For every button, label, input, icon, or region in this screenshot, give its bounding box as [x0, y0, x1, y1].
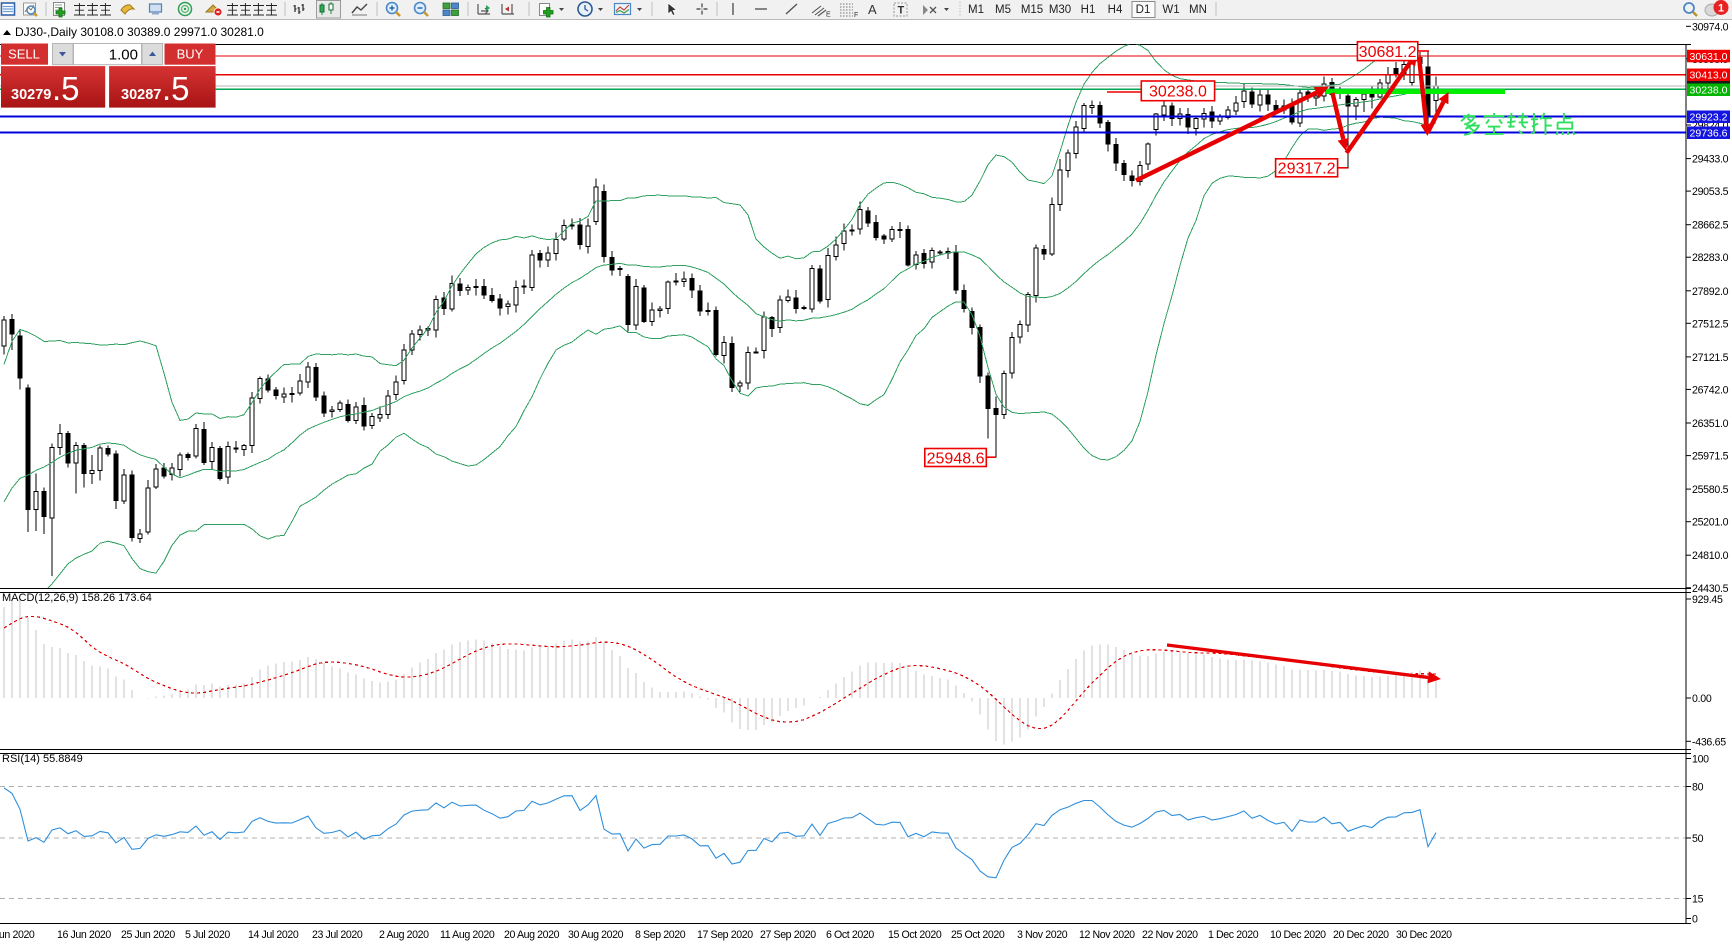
svg-text:29053.5: 29053.5 — [1692, 186, 1729, 198]
svg-text:15 Oct 2020: 15 Oct 2020 — [888, 929, 942, 941]
svg-text:0: 0 — [1692, 914, 1698, 926]
svg-text:29736.6: 29736.6 — [1690, 128, 1728, 140]
svg-text:8 Sep 2020: 8 Sep 2020 — [635, 929, 686, 941]
svg-text:W1: W1 — [1162, 4, 1179, 16]
svg-text:27512.5: 27512.5 — [1692, 318, 1729, 330]
svg-text:30279: 30279 — [11, 87, 51, 103]
svg-text:15: 15 — [1692, 894, 1704, 906]
svg-text:1 Dec 2020: 1 Dec 2020 — [1208, 929, 1259, 941]
svg-text:28283.0: 28283.0 — [1692, 252, 1729, 264]
svg-text:23 Jul 2020: 23 Jul 2020 — [312, 929, 363, 941]
svg-text:MACD(12,26,9) 158.26 173.64: MACD(12,26,9) 158.26 173.64 — [2, 592, 152, 604]
svg-text:RSI(14) 55.8849: RSI(14) 55.8849 — [2, 753, 83, 765]
svg-text:H4: H4 — [1108, 4, 1123, 16]
svg-text:0.00: 0.00 — [1692, 693, 1712, 705]
svg-text:24810.0: 24810.0 — [1692, 550, 1729, 562]
svg-text:20 Dec 2020: 20 Dec 2020 — [1333, 929, 1389, 941]
svg-text:80: 80 — [1692, 782, 1704, 794]
svg-text:25 Oct 2020: 25 Oct 2020 — [951, 929, 1005, 941]
svg-text:27892.0: 27892.0 — [1692, 286, 1729, 298]
svg-text:22 Nov 2020: 22 Nov 2020 — [1142, 929, 1198, 941]
svg-text:30 Aug 2020: 30 Aug 2020 — [568, 929, 624, 941]
svg-text:29433.0: 29433.0 — [1692, 154, 1729, 166]
svg-text:SELL: SELL — [8, 47, 40, 62]
svg-text:30238.0: 30238.0 — [1149, 84, 1207, 101]
svg-text:30238.0: 30238.0 — [1690, 85, 1728, 97]
svg-text:26742.0: 26742.0 — [1692, 384, 1729, 396]
svg-text:H1: H1 — [1081, 4, 1096, 16]
svg-text:1.00: 1.00 — [109, 47, 138, 64]
svg-text:10 Dec 2020: 10 Dec 2020 — [1270, 929, 1326, 941]
svg-text:27 Sep 2020: 27 Sep 2020 — [760, 929, 816, 941]
svg-text:29923.2: 29923.2 — [1690, 112, 1728, 124]
svg-text:16 Jun 2020: 16 Jun 2020 — [57, 929, 111, 941]
svg-text:A: A — [868, 2, 877, 17]
svg-text:3 Nov 2020: 3 Nov 2020 — [1017, 929, 1068, 941]
svg-text:25580.5: 25580.5 — [1692, 484, 1729, 496]
svg-text:E: E — [826, 12, 831, 19]
svg-text:T: T — [898, 5, 905, 17]
svg-text:M5: M5 — [995, 4, 1011, 16]
svg-text:30974.0: 30974.0 — [1692, 21, 1729, 33]
svg-text:BUY: BUY — [177, 47, 204, 62]
svg-text:25 Jun 2020: 25 Jun 2020 — [121, 929, 175, 941]
svg-text:DJ30-,Daily 30108.0 30389.0 2: DJ30-,Daily 30108.0 30389.0 29971.0 3028… — [15, 25, 264, 39]
svg-text:M30: M30 — [1049, 4, 1071, 16]
svg-text:5 Jul 2020: 5 Jul 2020 — [185, 929, 230, 941]
svg-text:20 Aug 2020: 20 Aug 2020 — [504, 929, 560, 941]
svg-text:.5: .5 — [162, 70, 190, 107]
svg-text:11 Aug 2020: 11 Aug 2020 — [440, 929, 495, 941]
svg-text:100: 100 — [1692, 754, 1709, 766]
svg-text:25948.6: 25948.6 — [927, 450, 985, 467]
svg-text:27121.5: 27121.5 — [1692, 352, 1729, 364]
svg-text:M1: M1 — [968, 4, 984, 16]
svg-text:25971.5: 25971.5 — [1692, 451, 1729, 463]
svg-text:28662.5: 28662.5 — [1692, 220, 1729, 232]
svg-text:6 Oct 2020: 6 Oct 2020 — [826, 929, 874, 941]
svg-text:.5: .5 — [52, 70, 80, 107]
svg-text:1: 1 — [1718, 3, 1724, 15]
svg-text:30 Dec 2020: 30 Dec 2020 — [1396, 929, 1452, 941]
svg-text:17 Sep 2020: 17 Sep 2020 — [697, 929, 753, 941]
svg-text:50: 50 — [1692, 833, 1704, 845]
svg-text:30413.0: 30413.0 — [1690, 70, 1728, 82]
svg-text:29317.2: 29317.2 — [1278, 161, 1336, 178]
svg-text:D1: D1 — [1136, 4, 1151, 16]
svg-text:25201.0: 25201.0 — [1692, 517, 1729, 529]
svg-text:26351.0: 26351.0 — [1692, 418, 1729, 430]
svg-text:MN: MN — [1189, 4, 1207, 16]
svg-text:M15: M15 — [1021, 4, 1043, 16]
svg-text:30287: 30287 — [121, 87, 161, 103]
svg-text:30631.0: 30631.0 — [1690, 51, 1728, 63]
svg-text:F: F — [854, 12, 858, 19]
svg-text:7 Jun 2020: 7 Jun 2020 — [0, 929, 35, 941]
svg-text:929.45: 929.45 — [1692, 594, 1723, 606]
svg-text:24430.5: 24430.5 — [1692, 583, 1729, 595]
svg-text:12 Nov 2020: 12 Nov 2020 — [1079, 929, 1135, 941]
svg-text:30681.2: 30681.2 — [1359, 44, 1417, 61]
svg-text:2 Aug 2020: 2 Aug 2020 — [379, 929, 429, 941]
svg-text:-436.65: -436.65 — [1692, 736, 1726, 748]
svg-text:14 Jul 2020: 14 Jul 2020 — [248, 929, 299, 941]
